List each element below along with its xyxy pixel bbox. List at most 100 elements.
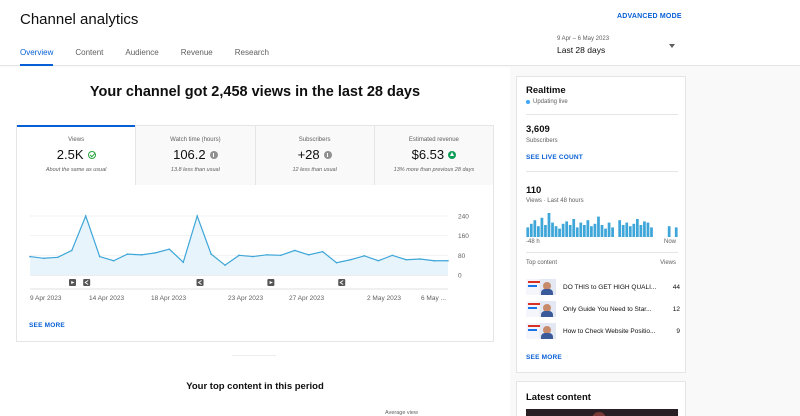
latest-content-card: Latest content bbox=[516, 381, 686, 416]
short-marker-icon bbox=[196, 279, 204, 286]
data-point bbox=[98, 255, 101, 258]
video-views: 44 bbox=[672, 283, 680, 291]
date-range-dates: 9 Apr – 6 May 2023 bbox=[557, 36, 610, 42]
top-content-item[interactable]: Only Guide You Need to Star... 12 bbox=[526, 301, 680, 317]
tab-audience[interactable]: Audience bbox=[125, 48, 159, 57]
realtime-bar bbox=[586, 220, 590, 237]
data-point bbox=[252, 255, 254, 258]
average-view-column-header: Average view bbox=[385, 410, 418, 416]
data-point bbox=[335, 261, 338, 264]
metric-card-views[interactable]: Views 2.5K About the same as usual bbox=[17, 125, 136, 185]
top-content-item[interactable]: DO THIS to GET HIGH QUALI... 44 bbox=[526, 279, 680, 295]
realtime-bar bbox=[643, 221, 646, 237]
x-tick-label: 23 Apr 2023 bbox=[228, 295, 263, 302]
metric-tabs: Views 2.5K About the same as usual Watch… bbox=[16, 125, 494, 185]
top-content-heading: Your top content in this period bbox=[186, 381, 324, 392]
data-point bbox=[168, 248, 171, 250]
short-marker-icon bbox=[83, 279, 91, 286]
top-content-item[interactable]: How to Check Website Positio... 9 bbox=[526, 323, 680, 339]
short-marker-icon bbox=[338, 279, 346, 286]
data-point bbox=[391, 254, 394, 257]
metric-card-subscribers[interactable]: Subscribers +28 12 less than usual bbox=[254, 126, 374, 185]
metric-card-revenue[interactable]: Estimated revenue $6.53 13% more than pr… bbox=[373, 126, 493, 185]
tab-content[interactable]: Content bbox=[75, 48, 104, 57]
data-point bbox=[377, 259, 380, 262]
x-tick-label: 6 May ... bbox=[421, 295, 446, 302]
axis-end-label: Now bbox=[663, 239, 676, 245]
realtime-bar bbox=[558, 228, 561, 237]
realtime-bar bbox=[579, 222, 583, 237]
realtime-bar bbox=[618, 220, 622, 237]
x-tick-label: 9 Apr 2023 bbox=[30, 295, 62, 302]
video-views: 12 bbox=[672, 305, 680, 313]
data-point bbox=[210, 253, 212, 255]
data-point bbox=[419, 258, 421, 260]
top-content-label: Top content bbox=[526, 260, 558, 266]
realtime-bar bbox=[611, 227, 614, 237]
tab-research[interactable]: Research bbox=[234, 48, 270, 57]
metric-comparison: About the same as usual bbox=[45, 167, 107, 173]
realtime-bar bbox=[593, 223, 597, 237]
data-point bbox=[405, 258, 408, 261]
realtime-bar bbox=[625, 222, 629, 237]
views-column-label: Views bbox=[660, 260, 676, 266]
see-live-count-button[interactable]: SEE LIVE COUNT bbox=[526, 154, 583, 161]
video-title: Only Guide You Need to Star... bbox=[563, 305, 652, 313]
data-point bbox=[43, 257, 45, 260]
realtime-bar bbox=[674, 227, 678, 237]
data-point bbox=[363, 255, 366, 257]
x-tick-label: 27 Apr 2023 bbox=[289, 295, 324, 302]
advanced-mode-link[interactable]: ADVANCED MODE bbox=[617, 13, 682, 20]
arrow-up-icon bbox=[448, 150, 457, 159]
realtime-bar bbox=[597, 216, 600, 237]
check-circle-icon bbox=[87, 150, 96, 159]
see-more-button[interactable]: SEE MORE bbox=[526, 354, 562, 361]
metric-value: 106.2 bbox=[173, 147, 206, 162]
realtime-bar bbox=[590, 226, 593, 237]
views-chart: 240 160 80 0 9 Apr 2023 14 Apr 2023 18 Apr 202… bbox=[29, 214, 469, 302]
y-tick-label: 80 bbox=[458, 253, 466, 260]
metric-card-watch-time[interactable]: Watch time (hours) 106.2 13.8 less than … bbox=[135, 126, 255, 185]
data-point bbox=[349, 258, 352, 261]
metric-label: Views bbox=[68, 137, 85, 143]
metric-value: $6.53 bbox=[411, 147, 445, 162]
area-fill bbox=[30, 216, 448, 275]
x-tick-label: 14 Apr 2023 bbox=[89, 295, 124, 302]
metric-label: Watch time (hours) bbox=[170, 137, 221, 143]
realtime-bar bbox=[667, 226, 671, 237]
tab-revenue[interactable]: Revenue bbox=[180, 48, 213, 57]
live-status-text: Updating live bbox=[533, 99, 568, 105]
tab-overview[interactable]: Overview bbox=[20, 48, 54, 66]
shorts-icon bbox=[197, 280, 202, 285]
date-range-selector[interactable]: 9 Apr – 6 May 2023 Last 28 days bbox=[557, 36, 677, 55]
data-point bbox=[196, 215, 198, 217]
tab-bar: Overview Content Audience Revenue Resear… bbox=[20, 48, 269, 66]
data-point bbox=[154, 252, 157, 254]
realtime-bar bbox=[544, 225, 547, 237]
realtime-title: Realtime bbox=[526, 85, 566, 96]
data-point bbox=[182, 261, 185, 264]
realtime-bar bbox=[635, 219, 639, 237]
realtime-bar bbox=[650, 227, 653, 237]
data-point bbox=[29, 255, 31, 258]
data-point bbox=[447, 259, 449, 262]
latest-video-thumbnail[interactable] bbox=[526, 409, 678, 416]
shorts-icon bbox=[84, 280, 89, 285]
realtime-bar bbox=[551, 222, 554, 237]
y-tick-label: 240 bbox=[458, 214, 469, 221]
see-more-button[interactable]: SEE MORE bbox=[29, 322, 65, 329]
realtime-bar bbox=[646, 222, 650, 237]
views-headline: Your channel got 2,458 views in the last… bbox=[89, 84, 421, 100]
y-tick-label: 0 bbox=[458, 273, 462, 280]
divider bbox=[526, 114, 678, 115]
metric-value: +28 bbox=[297, 147, 320, 162]
realtime-bar bbox=[533, 220, 537, 237]
metric-comparison: 13.8 less than usual bbox=[170, 167, 220, 173]
data-point bbox=[238, 254, 240, 257]
data-point bbox=[293, 249, 296, 252]
overview-panel: Your channel got 2,458 views in the last… bbox=[0, 67, 510, 416]
data-point bbox=[280, 254, 282, 257]
section-divider bbox=[232, 355, 276, 356]
realtime-bar bbox=[607, 222, 611, 237]
video-title: DO THIS to GET HIGH QUALI... bbox=[563, 283, 657, 291]
